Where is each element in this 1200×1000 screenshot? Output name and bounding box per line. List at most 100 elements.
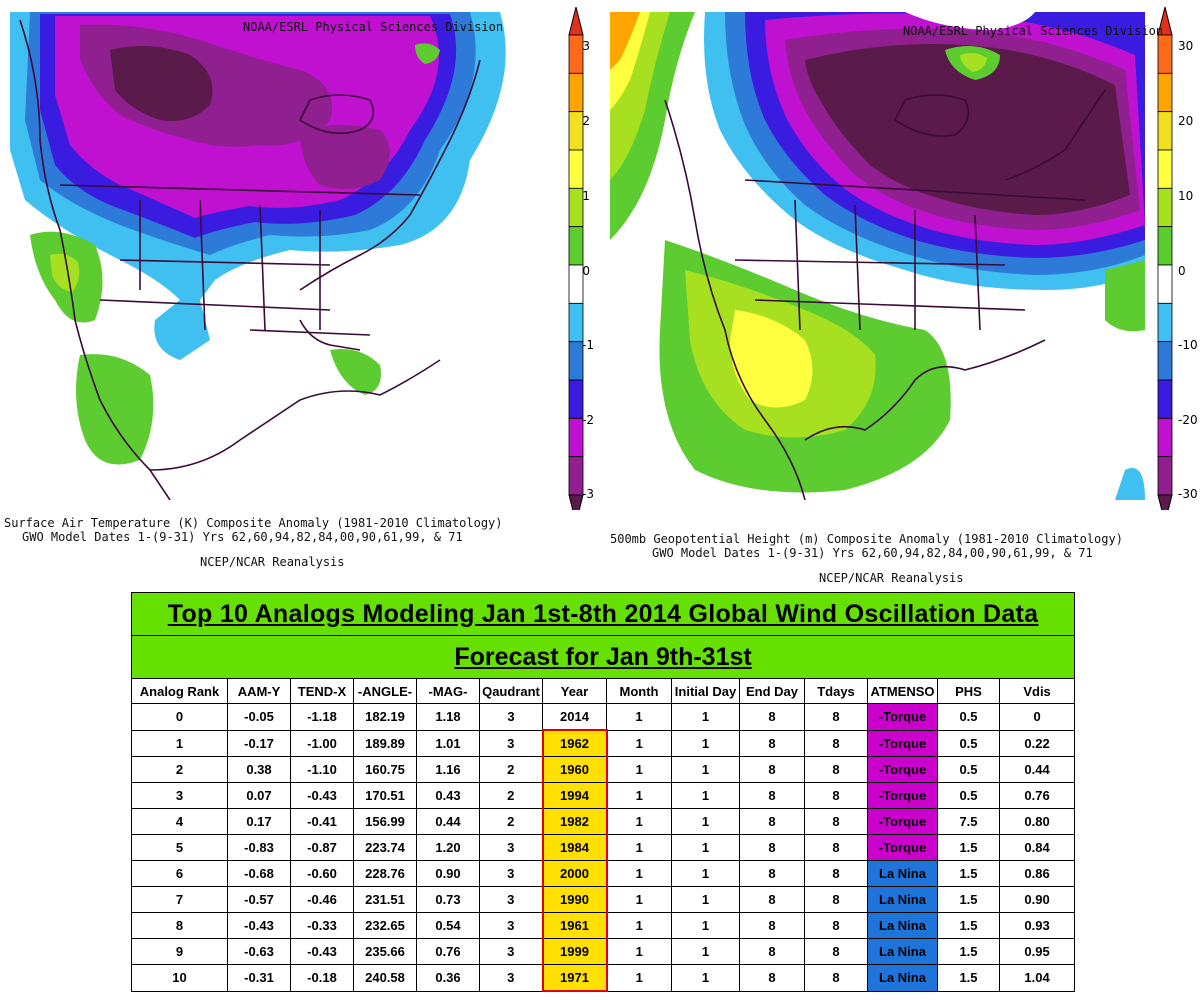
table-cell: 8 <box>804 886 868 913</box>
table-cell: -1.10 <box>290 756 354 783</box>
table-row: 0 -0.05 -1.18 182.19 1.18 3 2014 1 1 8 8 -Torque 0.5… <box>131 703 1076 731</box>
map-caption-dates: GWO Model Dates 1-(9-31) Yrs 62,60,94,82… <box>22 530 463 544</box>
colorbar-label: 0 <box>1178 264 1186 278</box>
table-row: 2 0.38 -1.10 160.75 1.16 2 1960 1 1 8 8 -Torque 0.5 0… <box>131 756 1076 783</box>
table-title: Top 10 Analogs Modeling Jan 1st-8th 2014… <box>130 592 1076 636</box>
table-cell: 0.84 <box>998 834 1076 861</box>
table-cell: 1 <box>606 886 672 913</box>
column-header: Vdis <box>998 678 1076 704</box>
colorbar-label: -10 <box>1178 338 1198 352</box>
table-cell: 8 <box>739 703 805 731</box>
colorbar-swatch <box>1157 379 1173 419</box>
table-cell: 8 <box>739 808 805 835</box>
table-cell: 8 <box>739 834 805 861</box>
column-header: Initial Day <box>671 678 740 704</box>
column-header: PHS <box>937 678 1000 704</box>
table-cell: 1.01 <box>416 729 480 757</box>
column-header: Qaudrant <box>479 678 543 704</box>
table-cell: 0.5 <box>937 756 1000 783</box>
table-cell: -0.63 <box>227 938 291 965</box>
table-cell: 1 <box>671 964 740 992</box>
table-cell: 0 <box>131 703 228 731</box>
table-cell: 3 <box>479 886 543 913</box>
colorbar-top-arrow <box>568 6 584 36</box>
table-row: 6 -0.68 -0.60 228.76 0.90 3 2000 1 1 8 8 La Nina 1.5… <box>131 860 1076 887</box>
colorbar-swatch <box>1157 456 1173 496</box>
table-cell: 1 <box>606 703 672 731</box>
colorbar-label: 2 <box>582 114 590 128</box>
table-row: 10 -0.31 -0.18 240.58 0.36 3 1971 1 1 8 8 La Nina 1.… <box>131 964 1076 992</box>
table-cell: 2014 <box>542 703 607 731</box>
map-caption-title: 500mb Geopotential Height (m) Composite … <box>610 532 1123 546</box>
colorbar-swatch <box>1157 111 1173 151</box>
colorbar-swatch <box>1157 72 1173 113</box>
year-cell: 1961 <box>541 912 608 939</box>
table-cell: -1.00 <box>290 729 354 757</box>
table-cell: 0.07 <box>227 782 291 809</box>
table-cell: 235.66 <box>353 938 417 965</box>
table-cell: 8 <box>739 729 805 757</box>
table-header-row: Analog Rank AAM-Y TEND-X -ANGLE- -MAG- Qaudra… <box>131 678 1076 704</box>
map-caption-source: NCEP/NCAR Reanalysis <box>200 555 345 569</box>
table-cell: 0.76 <box>416 938 480 965</box>
atmenso-cell: La Nina <box>867 860 938 887</box>
atmenso-cell: -Torque <box>867 703 938 731</box>
table-cell: 10 <box>131 964 228 992</box>
table-cell: -1.18 <box>290 703 354 731</box>
noaa-credit: NOAA/ESRL Physical Sciences Division <box>243 20 504 34</box>
atmenso-cell: -Torque <box>867 729 938 757</box>
table-cell: 3 <box>479 938 543 965</box>
column-header: AAM-Y <box>227 678 291 704</box>
atmenso-cell: -Torque <box>867 808 938 835</box>
table-cell: -0.46 <box>290 886 354 913</box>
colorbar-bottom-arrow <box>568 494 584 510</box>
surface-temperature-map: 3 2 1 0 -1 -2 -3 <box>10 6 594 510</box>
surface-temperature-map-panel: 3 2 1 0 -1 -2 -3 NOAA/ESRL Physical Scie… <box>0 0 600 580</box>
table-cell: 231.51 <box>353 886 417 913</box>
table-cell: 0.54 <box>416 912 480 939</box>
colorbar-label: 3 <box>582 39 590 53</box>
table-cell: 1 <box>671 886 740 913</box>
table-cell: 1.20 <box>416 834 480 861</box>
table-cell: 1 <box>131 729 228 757</box>
table-cell: 7.5 <box>937 808 1000 835</box>
table-cell: 1.5 <box>937 964 1000 992</box>
table-cell: 0.93 <box>998 912 1076 939</box>
table-cell: -0.60 <box>290 860 354 887</box>
table-cell: 0.43 <box>416 782 480 809</box>
year-cell: 1990 <box>541 886 608 913</box>
table-cell: 1.16 <box>416 756 480 783</box>
table-cell: 1 <box>606 729 672 757</box>
table-cell: 0.17 <box>227 808 291 835</box>
colorbar-swatch <box>568 187 584 228</box>
table-cell: 228.76 <box>353 860 417 887</box>
table-cell: 8 <box>739 964 805 992</box>
table-cell: 0.5 <box>937 703 1000 731</box>
table-cell: 223.74 <box>353 834 417 861</box>
colorbar-label: -2 <box>582 413 594 427</box>
map-caption-dates: GWO Model Dates 1-(9-31) Yrs 62,60,94,82… <box>652 546 1093 560</box>
geopotential-height-map-panel: 30 20 10 0 -10 -20 -30 NOAA/ESRL Physica… <box>605 0 1200 590</box>
colorbar-swatch <box>1157 34 1173 74</box>
table-cell: 182.19 <box>353 703 417 731</box>
table-cell: 3 <box>479 729 543 757</box>
table-subtitle: Forecast for Jan 9th-31st <box>130 635 1076 679</box>
column-header: End Day <box>739 678 805 704</box>
table-cell: 5 <box>131 834 228 861</box>
table-cell: 1.5 <box>937 886 1000 913</box>
table-cell: 1 <box>671 912 740 939</box>
table-cell: 7 <box>131 886 228 913</box>
analog-table-container: Top 10 Analogs Modeling Jan 1st-8th 2014… <box>130 592 1076 993</box>
table-cell: 8 <box>804 860 868 887</box>
colorbar-swatch <box>568 341 584 381</box>
table-cell: 0.38 <box>227 756 291 783</box>
colorbar-label: -30 <box>1178 487 1198 501</box>
table-cell: 0.90 <box>998 886 1076 913</box>
atmenso-cell: La Nina <box>867 886 938 913</box>
colorbar-swatch <box>568 72 584 113</box>
table-cell: 8 <box>804 834 868 861</box>
table-cell: 8 <box>804 703 868 731</box>
table-cell: 0.95 <box>998 938 1076 965</box>
table-cell: -0.87 <box>290 834 354 861</box>
table-cell: 8 <box>804 964 868 992</box>
